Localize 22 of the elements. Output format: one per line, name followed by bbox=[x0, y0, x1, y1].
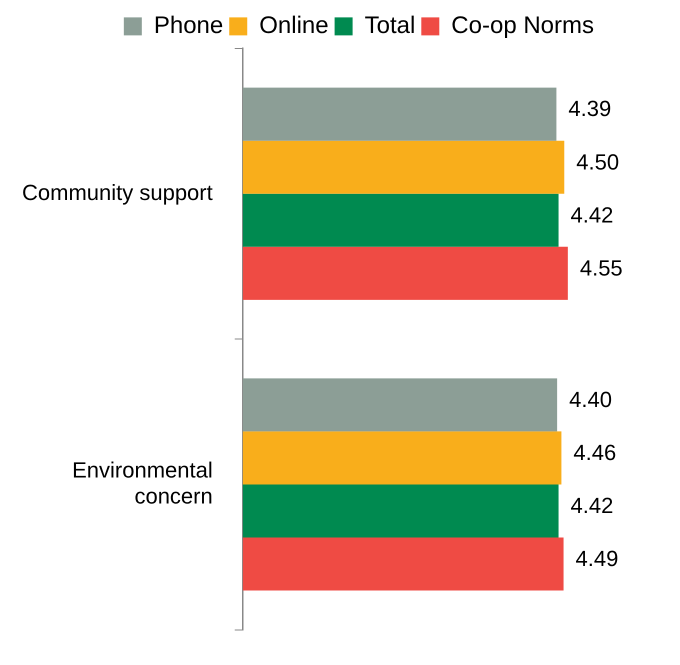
bar bbox=[242, 484, 559, 538]
bar bbox=[242, 246, 568, 300]
legend-label: Online bbox=[259, 12, 329, 40]
data-label: 4.39 bbox=[568, 96, 612, 122]
bar bbox=[242, 538, 564, 591]
bar bbox=[242, 140, 564, 194]
bar bbox=[242, 431, 562, 484]
data-label: 4.55 bbox=[580, 255, 623, 280]
data-label: 4.50 bbox=[576, 149, 620, 174]
y-tick-label: Community support bbox=[22, 180, 213, 205]
legend-label: Total bbox=[364, 12, 416, 40]
data-label: 4.46 bbox=[573, 440, 616, 465]
legend-label: Co-op Norms bbox=[451, 12, 594, 40]
data-label: 4.40 bbox=[569, 386, 612, 412]
data-label: 4.49 bbox=[576, 546, 618, 572]
bar bbox=[242, 88, 556, 141]
data-label: 4.42 bbox=[570, 202, 614, 228]
bar bbox=[242, 378, 558, 432]
data-label: 4.42 bbox=[570, 493, 614, 518]
y-tick-label: Environmental concern bbox=[72, 457, 213, 509]
legend-label: Phone bbox=[154, 12, 224, 40]
bar bbox=[242, 194, 559, 247]
